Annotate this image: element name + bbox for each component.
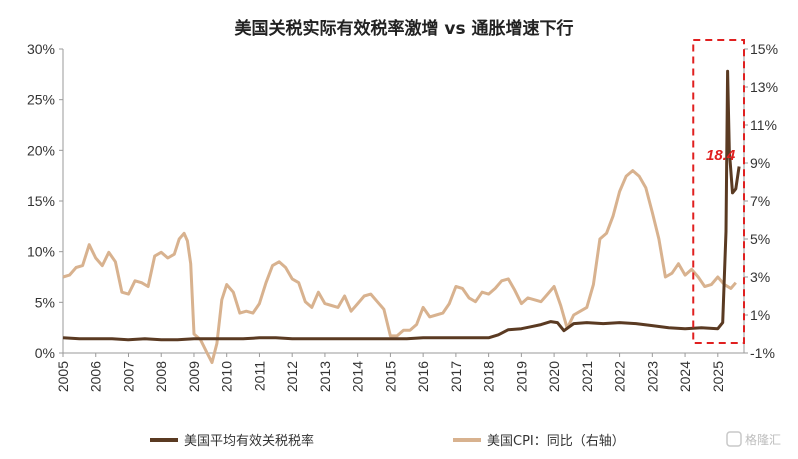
legend: 美国平均有效关税税率 美国CPI：同比（右轴） (150, 433, 625, 449)
x-tick-label: 2010 (219, 361, 235, 392)
y-right-tick-label: 3% (750, 269, 770, 285)
y-right-tick-label: 15% (750, 41, 778, 57)
x-tick-label: 2021 (579, 361, 595, 392)
x-tick-label: 2025 (710, 361, 726, 392)
y-right-tick-label: 7% (750, 193, 770, 209)
x-tick-label: 2013 (317, 361, 333, 392)
x-tick-label: 2015 (382, 361, 398, 392)
x-tick-label: 2007 (120, 361, 136, 392)
y-left-tick-label: 25% (27, 92, 55, 108)
x-tick-label: 2008 (153, 361, 169, 392)
x-tick-label: 2005 (55, 361, 71, 392)
y-right-tick-label: 9% (750, 155, 770, 171)
series-layer (62, 69, 741, 364)
x-axis: 2005 2006 2007 2008 2009 2010 2011 2012 2013 2014… (55, 353, 726, 392)
legend-label-cpi: 美国CPI：同比（右轴） (487, 434, 625, 449)
x-tick-label: 2020 (546, 361, 562, 392)
y-left-tick-label: 10% (27, 244, 55, 260)
y-left-tick-label: 30% (27, 41, 55, 57)
y-left-tick-label: 15% (27, 193, 55, 209)
y-left-tick-label: 20% (27, 142, 55, 158)
y-right-tick-label: 11% (750, 117, 777, 133)
x-tick-label: 2022 (612, 361, 628, 392)
x-tick-label: 2012 (284, 361, 300, 392)
plot-frame (62, 49, 745, 354)
y-right-tick-label: 13% (750, 79, 778, 95)
legend-label-tariff: 美国平均有效关税税率 (184, 433, 314, 449)
x-tick-label: 2006 (88, 361, 104, 392)
y-right-tick-label: 1% (750, 307, 770, 323)
x-tick-label: 2009 (186, 361, 202, 392)
highlight-layer (692, 39, 745, 344)
x-tick-label: 2014 (350, 361, 366, 392)
y-left-tick-label: 5% (35, 294, 55, 310)
chart-title: 美国关税实际有效税率激增 vs 通胀增速下行 (234, 18, 573, 39)
watermark-text: 格隆汇 (745, 432, 781, 447)
x-tick-label: 2017 (448, 361, 464, 392)
y-left-tick-label: 0% (35, 345, 55, 361)
tariff-rate-line (62, 69, 741, 342)
y-right-tick-label: 5% (750, 231, 770, 247)
y-right-tick-label: -1% (750, 345, 775, 361)
x-tick-label: 2023 (644, 361, 660, 392)
x-tick-label: 2018 (481, 361, 497, 392)
watermark-logo-icon (726, 431, 742, 447)
x-tick-label: 2011 (251, 361, 267, 391)
x-tick-label: 2019 (513, 361, 529, 392)
x-tick-label: 2024 (677, 361, 693, 392)
x-tick-label: 2016 (415, 361, 431, 392)
cpi-line (62, 169, 737, 364)
annotation-label: 18.4 (706, 147, 736, 164)
highlight-box (692, 39, 745, 344)
y-left-axis: 0% 5% 10% 15% 20% 25% 30% (27, 41, 63, 361)
watermark: 格隆汇 (726, 431, 781, 447)
y-right-axis: -1% 1% 3% 5% 7% 9% 11% 13% 15% (744, 41, 778, 361)
